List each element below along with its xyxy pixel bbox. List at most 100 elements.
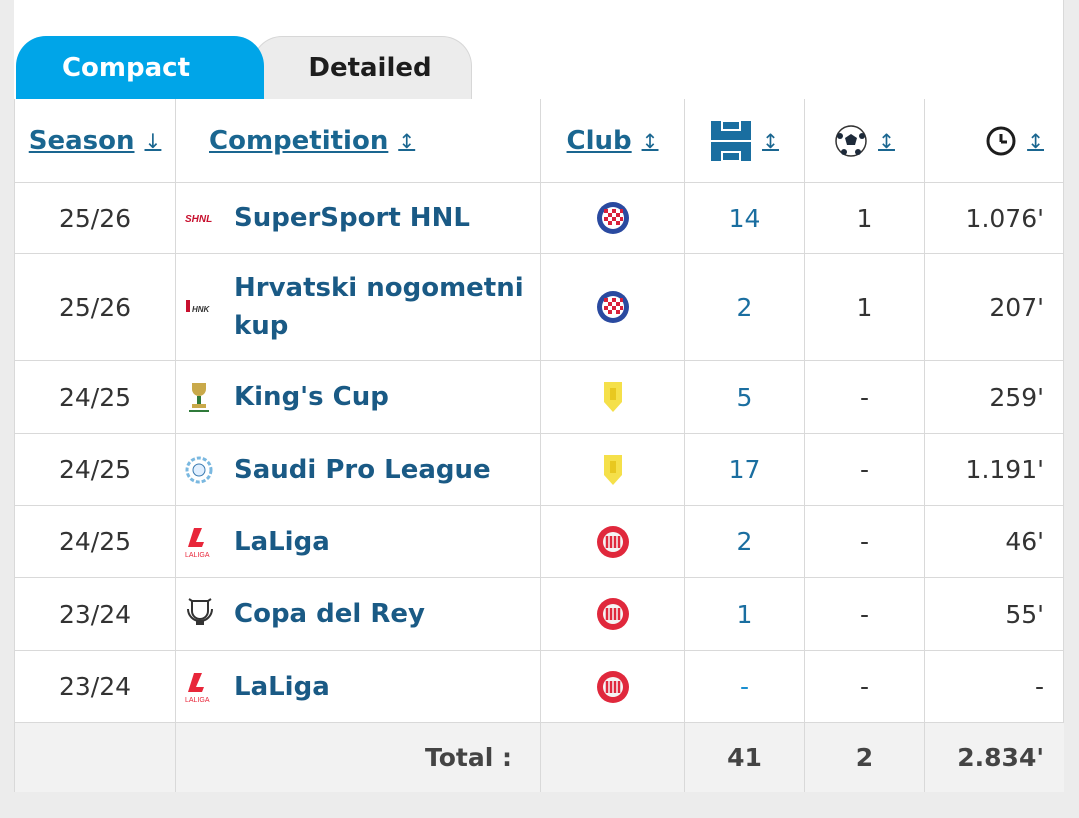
club-cell: [541, 578, 685, 650]
appearances-link[interactable]: 17: [728, 455, 761, 484]
appearances-link[interactable]: 5: [736, 382, 753, 412]
appearances-link[interactable]: 2: [736, 527, 753, 556]
header-season: Season ↓: [14, 99, 176, 182]
clock-icon: [986, 126, 1016, 155]
hnk-cup-logo-icon: HNK: [184, 287, 224, 327]
totals-club-cell: [541, 723, 685, 792]
table-row: 23/24 Copa del Rey 1 - 55': [14, 577, 1064, 650]
total-minutes: 2.834': [957, 743, 1044, 772]
competition-cell: SHNL SuperSport HNL: [176, 183, 541, 253]
season-cell: 24/25: [14, 361, 176, 433]
kings-cup-logo-icon: [184, 377, 224, 417]
totals-row: Total : 41 2 2.834': [14, 722, 1064, 792]
table-row: 25/26 HNK Hrvatski nogometni kup: [14, 253, 1064, 360]
spl-logo-icon: [184, 450, 224, 490]
table-header: Season ↓ Competition ↕ Club ↕: [14, 99, 1064, 182]
club-header-label: Club: [566, 125, 632, 156]
competition-cell: Copa del Rey: [176, 578, 541, 650]
hajduk-badge-icon[interactable]: [596, 201, 630, 235]
season-cell: 23/24: [14, 578, 176, 650]
al-taawoun-badge-icon[interactable]: [600, 453, 626, 487]
table-row: 23/24 LALIGA LaLiga - - -: [14, 650, 1064, 722]
appearances-cell: 17: [685, 434, 805, 505]
table-row: 24/25 King's Cup 5 - 259': [14, 360, 1064, 433]
tab-compact[interactable]: Compact: [16, 36, 264, 99]
laliga-logo-icon: LALIGA: [184, 667, 224, 707]
season-cell: 25/26: [14, 254, 176, 360]
club-cell: [541, 434, 685, 505]
hajduk-badge-icon[interactable]: [596, 290, 630, 324]
totals-empty-cell: [14, 723, 176, 792]
season-cell: 23/24: [14, 651, 176, 722]
svg-text:LALIGA: LALIGA: [185, 552, 210, 559]
totals-label: Total :: [425, 743, 512, 772]
girona-badge-icon[interactable]: [596, 597, 630, 631]
club-sort-link[interactable]: Club ↕: [567, 126, 659, 156]
appearances-sort-link[interactable]: ↕: [710, 119, 779, 162]
appearances-link[interactable]: 2: [736, 292, 753, 322]
appearances-cell: -: [685, 651, 805, 722]
club-cell: [541, 183, 685, 253]
svg-text:SHNL: SHNL: [185, 214, 212, 225]
club-cell: [541, 651, 685, 722]
minutes-cell: 46': [1005, 527, 1044, 556]
tab-detailed-label: Detailed: [308, 53, 432, 83]
competition-header-label: Competition: [209, 125, 389, 156]
header-goals: ↕: [805, 99, 925, 182]
goals-sort-link[interactable]: ↕: [834, 124, 895, 158]
header-minutes: ↕: [925, 99, 1064, 182]
competition-cell: LALIGA LaLiga: [176, 506, 541, 577]
goals-cell: -: [805, 506, 925, 577]
total-goals: 2: [805, 723, 925, 792]
ball-icon: [835, 124, 867, 157]
competition-cell: LALIGA LaLiga: [176, 651, 541, 722]
competition-link[interactable]: Copa del Rey: [234, 599, 425, 629]
competition-link[interactable]: LaLiga: [234, 526, 330, 557]
goals-cell: -: [805, 434, 925, 505]
totals-label-cell: Total :: [176, 723, 541, 792]
season-sort-link[interactable]: Season ↓: [29, 126, 162, 156]
appearances-cell: 5: [685, 361, 805, 433]
header-club: Club ↕: [541, 99, 685, 182]
header-competition: Competition ↕: [176, 99, 541, 182]
header-appearances: ↕: [685, 99, 805, 182]
competition-link[interactable]: Hrvatski nogometni kup: [234, 273, 524, 341]
season-cell: 24/25: [14, 506, 176, 577]
goals-cell: -: [805, 361, 925, 433]
table-row: 25/26 SHNL SuperSport HNL: [14, 182, 1064, 253]
minutes-sort-link[interactable]: ↕: [985, 125, 1044, 157]
pitch-icon: [711, 119, 752, 162]
competition-cell: HNK Hrvatski nogometni kup: [176, 254, 541, 360]
girona-badge-icon[interactable]: [596, 670, 630, 704]
view-tabs: Detailed Compact: [14, 36, 1064, 99]
appearances-cell: 1: [685, 578, 805, 650]
competition-link[interactable]: LaLiga: [234, 671, 330, 702]
minutes-cell: 1.191': [965, 455, 1044, 484]
competition-sort-link[interactable]: Competition ↕: [209, 126, 415, 156]
minutes-cell: 55': [1005, 599, 1044, 629]
appearances-link[interactable]: 1: [736, 599, 753, 629]
goals-cell: -: [805, 578, 925, 650]
competition-link[interactable]: Saudi Pro League: [234, 454, 491, 485]
table-row: 24/25 LALIGA LaLiga 2 - 46': [14, 505, 1064, 577]
season-header-label: Season: [28, 125, 135, 156]
minutes-cell: 259': [989, 382, 1044, 412]
minutes-cell: -: [1034, 672, 1044, 701]
sort-icon: ↕: [762, 128, 779, 153]
sort-icon: ↕: [878, 128, 895, 153]
club-cell: [541, 254, 685, 360]
sort-desc-icon: ↓: [144, 128, 162, 153]
club-cell: [541, 361, 685, 433]
competition-cell: King's Cup: [176, 361, 541, 433]
sort-icon: ↕: [1027, 128, 1044, 153]
competition-link[interactable]: SuperSport HNL: [234, 203, 470, 233]
al-taawoun-badge-icon[interactable]: [600, 380, 626, 414]
appearances-link[interactable]: 14: [728, 203, 761, 233]
season-cell: 24/25: [14, 434, 176, 505]
appearances-value: -: [739, 672, 750, 701]
appearances-cell: 14: [685, 183, 805, 253]
table-row: 24/25 Saudi Pro League 17 - 1.191': [14, 433, 1064, 505]
tab-detailed[interactable]: Detailed: [252, 36, 472, 99]
girona-badge-icon[interactable]: [596, 525, 630, 559]
competition-link[interactable]: King's Cup: [234, 382, 389, 412]
